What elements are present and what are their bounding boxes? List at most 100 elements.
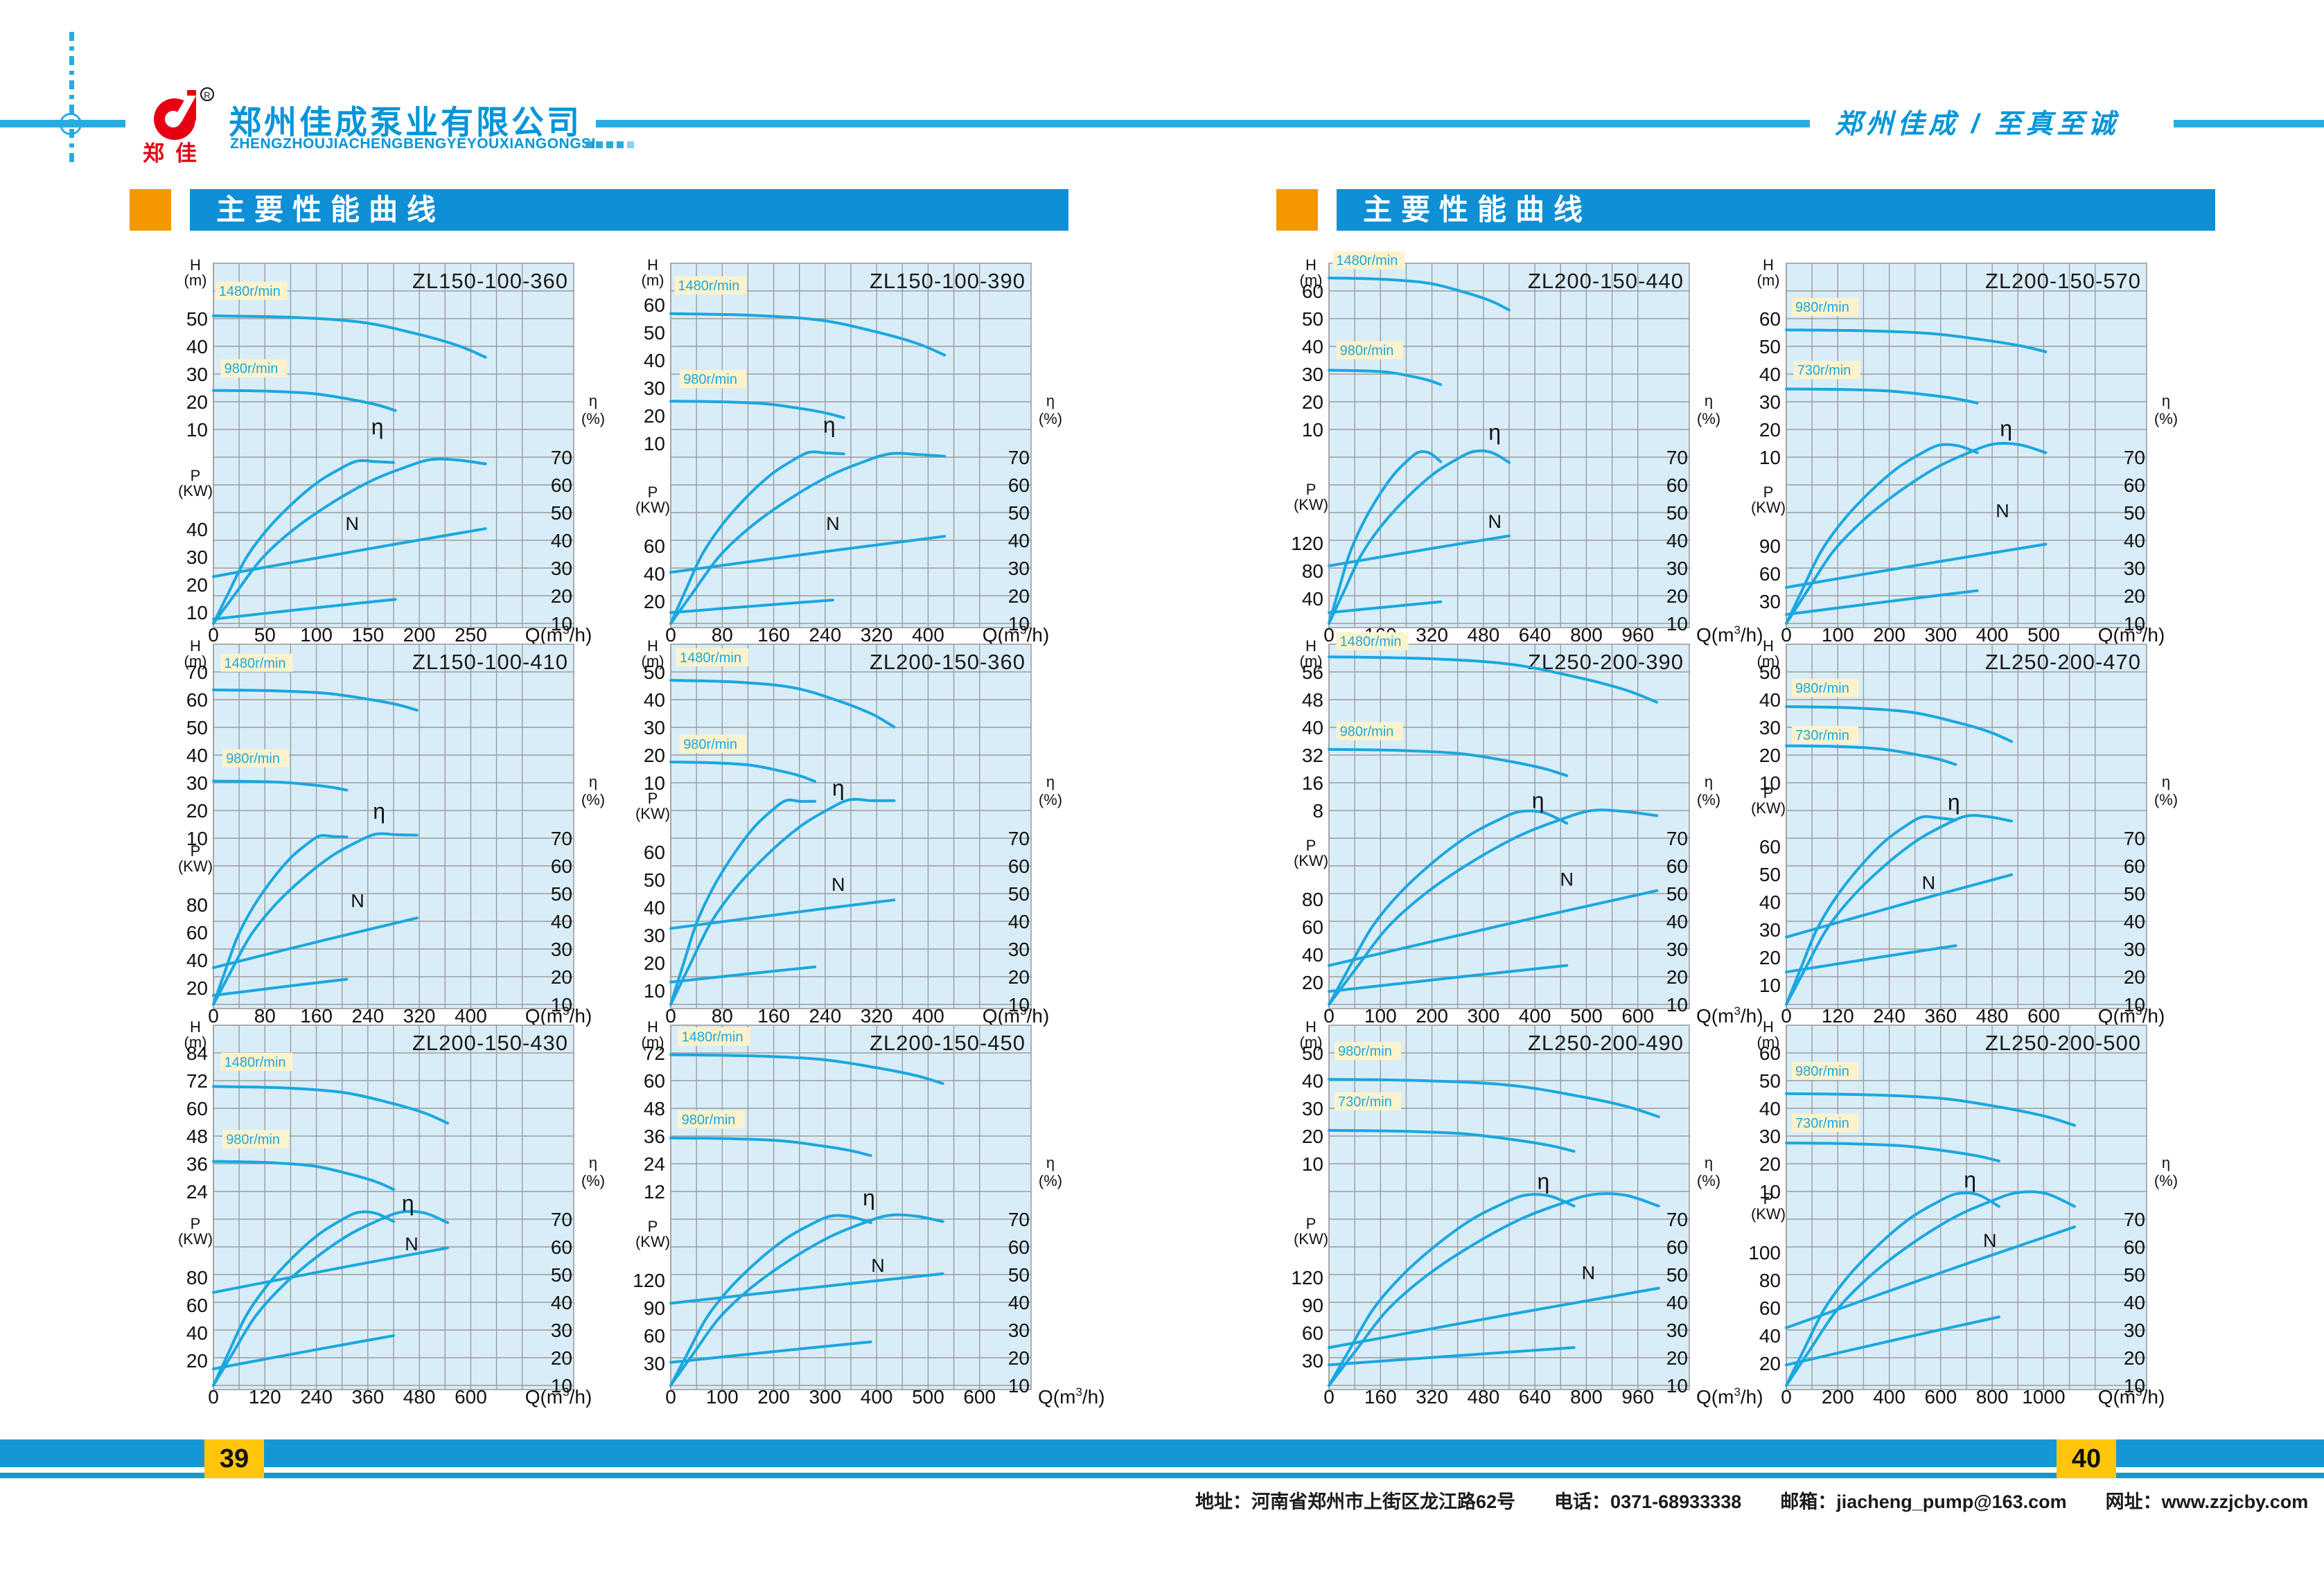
n-curve-lo xyxy=(1785,944,1957,974)
grid xyxy=(670,263,1031,628)
curves xyxy=(1328,655,1659,1006)
chart-text: 20 xyxy=(1302,1126,1323,1147)
rpm-label-bg xyxy=(220,1052,293,1071)
chart-text: η xyxy=(1046,392,1055,409)
chart-text: 400 xyxy=(1873,1386,1905,1408)
h-curve-lo xyxy=(212,389,397,412)
chart-text: 36 xyxy=(644,1126,665,1147)
chart-text: 40 xyxy=(1302,336,1323,357)
rpm-label-bg xyxy=(1336,632,1409,650)
chart-text: 10 xyxy=(2124,613,2145,635)
chart-text: 50 xyxy=(2124,502,2145,524)
chart-text: η xyxy=(1705,392,1713,409)
chart-text: 50 xyxy=(2124,1264,2145,1286)
chart-text: 100 xyxy=(300,624,333,646)
chart-text: (KW) xyxy=(1751,1205,1786,1223)
chart-text: 70 xyxy=(551,447,572,468)
chart-text: 50 xyxy=(1302,308,1323,330)
n-curve-lo xyxy=(212,977,349,997)
chart-text: 60 xyxy=(2124,855,2145,877)
chart-text: 20 xyxy=(551,585,572,607)
chart-text: 40 xyxy=(1008,1292,1030,1313)
chart-text: H xyxy=(190,256,201,274)
chart-text: 50 xyxy=(1759,1070,1781,1092)
eta-curve-label: η xyxy=(1488,420,1501,445)
chart-title: ZL200-150-440 xyxy=(1528,269,1684,293)
chart-text: 20 xyxy=(1759,1153,1781,1175)
chart-text: 56 xyxy=(1302,662,1323,683)
chart-text: 80 xyxy=(186,1267,208,1288)
eta-curve-hi xyxy=(669,1213,944,1387)
chart-text: (KW) xyxy=(178,482,213,499)
eta-curve-lo xyxy=(1785,443,1979,625)
chart-ZL200-150-570: ZL200-150-570 H(m) 60 50 40 30 20 10 P(KW) 90 60 30… xyxy=(1751,256,2178,646)
chart-text: 10 xyxy=(551,613,572,635)
chart-text: 50 xyxy=(2124,883,2145,905)
chart-text: (%) xyxy=(1039,791,1062,808)
chart-text: 30 xyxy=(644,717,665,738)
chart-text: P xyxy=(191,842,201,860)
eta-curve-label: η xyxy=(1964,1167,1976,1192)
chart-text: 60 xyxy=(644,535,665,557)
rpm-label-bg xyxy=(1332,251,1405,269)
eta-curve-hi xyxy=(669,797,896,1006)
chart-text: 40 xyxy=(186,1322,208,1344)
chart-text: 48 xyxy=(644,1098,665,1119)
chart-text: 20 xyxy=(2124,966,2145,988)
chart-text: 30 xyxy=(186,364,208,385)
chart-text: 70 xyxy=(551,1209,572,1230)
chart-text: 800 xyxy=(1570,1386,1603,1408)
n-curve-label: N xyxy=(1996,501,2009,522)
chart-text: 10 xyxy=(1666,613,1688,635)
chart-text: 40 xyxy=(1759,1325,1781,1347)
eta-curve-hi xyxy=(212,1209,449,1387)
chart-text: 20 xyxy=(1759,419,1781,441)
chart-text: 20 xyxy=(644,405,665,427)
chart-title: ZL150-100-390 xyxy=(870,269,1025,293)
n-curve-label: N xyxy=(1983,1230,1997,1251)
n-curve-lo xyxy=(1328,964,1569,993)
chart-title: ZL150-100-410 xyxy=(412,650,568,674)
chart-text: 40 xyxy=(1666,530,1688,551)
curves xyxy=(669,1053,944,1387)
h-curve-lo xyxy=(1785,744,1957,766)
chart-text: 40 xyxy=(644,897,665,919)
chart-text: 400 xyxy=(1976,624,2009,646)
n-curve-label: N xyxy=(831,874,845,895)
chart-text: 800 xyxy=(1570,624,1603,646)
chart-text: 30 xyxy=(551,939,572,960)
eta-curve-lo xyxy=(669,798,816,1006)
chart-text: 400 xyxy=(455,1005,487,1027)
rpm-label-hi: 1480r/min xyxy=(219,284,281,299)
chart-text: 50 xyxy=(1666,883,1688,905)
chart-text: 70 xyxy=(1666,447,1688,468)
chart-text: 120 xyxy=(633,1270,665,1291)
chart-text: 160 xyxy=(757,1005,790,1027)
chart-text: 50 xyxy=(1302,1043,1323,1064)
chart-title: ZL250-200-500 xyxy=(1985,1031,2141,1055)
chart-text: (%) xyxy=(1039,1172,1062,1189)
chart-text: 70 xyxy=(186,662,208,683)
rpm-label-bg xyxy=(1792,679,1858,698)
chart-text: (%) xyxy=(1697,1172,1720,1189)
chart-text: 20 xyxy=(1008,585,1030,607)
chart-text: 100 xyxy=(1822,624,1854,646)
eta-curve-hi xyxy=(1785,1190,2076,1387)
chart-text: 10 xyxy=(1666,994,1688,1016)
chart-text: η xyxy=(1705,773,1713,790)
chart-text: 10 xyxy=(1008,994,1030,1016)
chart-text: 20 xyxy=(551,966,572,988)
h-curve-lo xyxy=(1328,1128,1576,1153)
chart-text: 0 xyxy=(1323,1005,1335,1027)
chart-text: 10 xyxy=(1759,772,1781,794)
n-curve-hi xyxy=(669,1272,944,1305)
eta-curve-hi xyxy=(212,457,487,625)
chart-text: 60 xyxy=(1759,836,1781,858)
grid xyxy=(213,263,574,628)
grid xyxy=(670,644,1031,1009)
chart-title: ZL200-150-450 xyxy=(870,1031,1025,1055)
eta-curve-label: η xyxy=(823,412,836,437)
h-curve-hi xyxy=(669,312,947,357)
chart-text: 60 xyxy=(1008,855,1030,877)
chart-text: 30 xyxy=(1759,1126,1781,1147)
